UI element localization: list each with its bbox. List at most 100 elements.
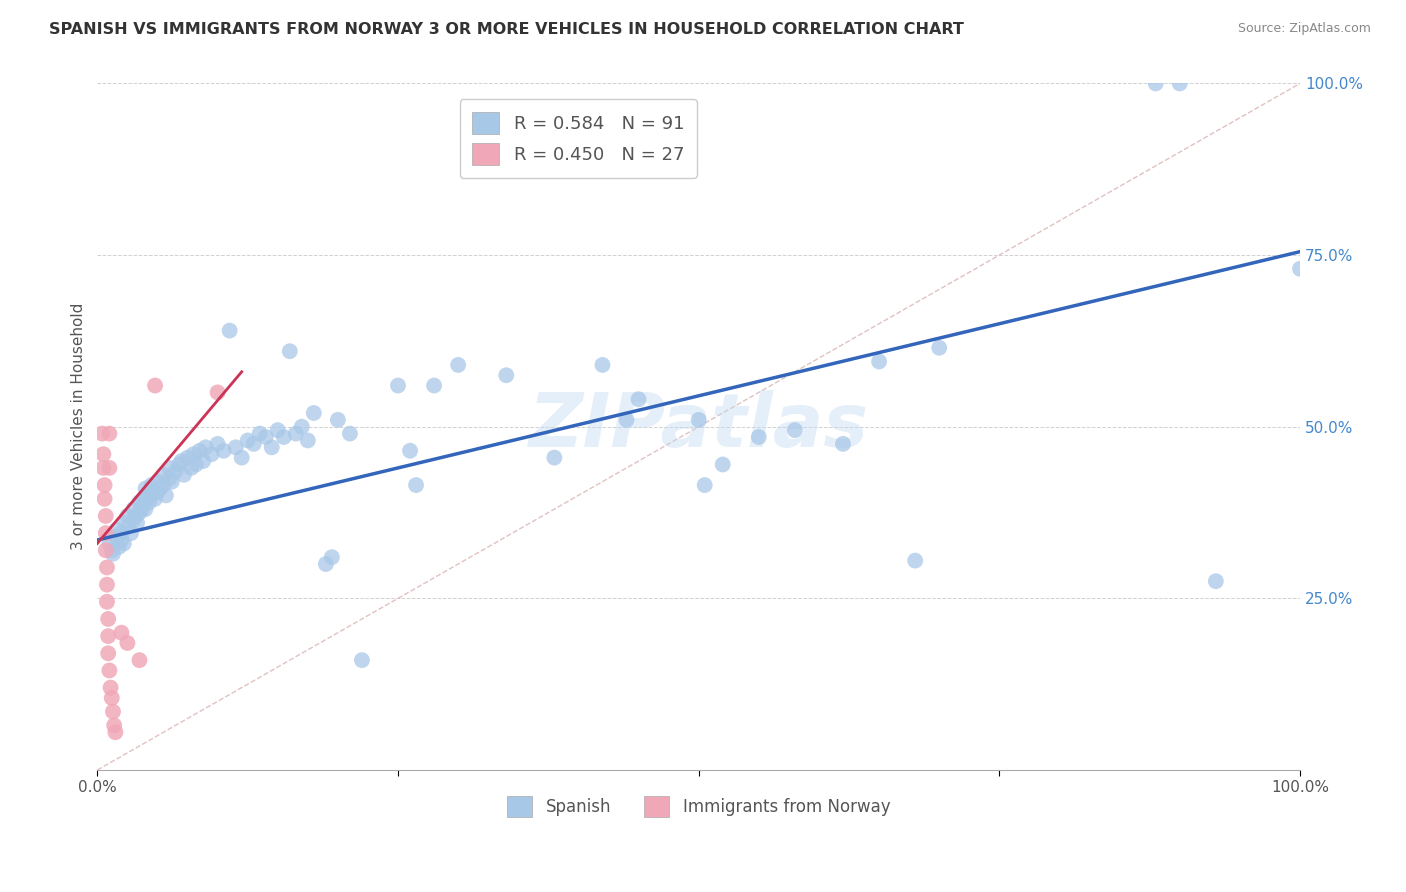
Point — [98, 536, 121, 550]
Point — [128, 495, 150, 509]
Point — [627, 392, 650, 407]
Point — [193, 454, 215, 468]
Point — [101, 690, 124, 705]
Point — [405, 478, 427, 492]
Point — [212, 443, 235, 458]
Point — [100, 681, 122, 695]
Point — [249, 426, 271, 441]
Point — [93, 491, 115, 506]
Point — [98, 426, 121, 441]
Point — [134, 482, 156, 496]
Legend: Spanish, Immigrants from Norway: Spanish, Immigrants from Norway — [501, 789, 897, 823]
Point — [254, 430, 277, 444]
Point — [207, 437, 229, 451]
Point — [112, 536, 135, 550]
Point — [693, 478, 716, 492]
Point — [180, 461, 202, 475]
Point — [832, 437, 855, 451]
Point — [447, 358, 470, 372]
Point — [260, 440, 283, 454]
Point — [167, 458, 190, 472]
Point — [132, 491, 155, 506]
Point — [128, 506, 150, 520]
Point — [143, 378, 166, 392]
Point — [98, 664, 121, 678]
Point — [105, 523, 128, 537]
Text: Source: ZipAtlas.com: Source: ZipAtlas.com — [1237, 22, 1371, 36]
Point — [141, 478, 163, 492]
Point — [117, 636, 139, 650]
Point — [146, 485, 169, 500]
Point — [146, 475, 169, 489]
Point — [94, 508, 117, 523]
Point — [201, 447, 224, 461]
Point — [138, 495, 160, 509]
Point — [122, 512, 145, 526]
Point — [97, 646, 120, 660]
Point — [152, 467, 174, 482]
Point — [114, 516, 136, 530]
Point — [94, 543, 117, 558]
Point — [110, 526, 132, 541]
Point — [104, 530, 127, 544]
Text: SPANISH VS IMMIGRANTS FROM NORWAY 3 OR MORE VEHICLES IN HOUSEHOLD CORRELATION CH: SPANISH VS IMMIGRANTS FROM NORWAY 3 OR M… — [49, 22, 965, 37]
Point — [96, 577, 118, 591]
Point — [1144, 77, 1167, 91]
Point — [101, 705, 124, 719]
Point — [173, 467, 195, 482]
Point — [231, 450, 253, 465]
Point — [302, 406, 325, 420]
Point — [97, 629, 120, 643]
Point — [1205, 574, 1227, 589]
Point — [592, 358, 614, 372]
Point — [184, 458, 207, 472]
Point — [748, 430, 770, 444]
Point — [101, 543, 124, 558]
Point — [399, 443, 422, 458]
Point — [160, 475, 183, 489]
Point — [125, 516, 148, 530]
Point — [93, 461, 115, 475]
Point — [149, 482, 172, 496]
Point — [159, 471, 181, 485]
Point — [101, 547, 124, 561]
Point — [284, 426, 307, 441]
Point — [387, 378, 409, 392]
Point — [170, 454, 193, 468]
Point — [183, 447, 205, 461]
Point — [218, 324, 240, 338]
Point — [128, 653, 150, 667]
Point — [350, 653, 373, 667]
Point — [321, 550, 343, 565]
Point — [159, 461, 181, 475]
Point — [236, 434, 259, 448]
Point — [152, 478, 174, 492]
Point — [423, 378, 446, 392]
Point — [616, 413, 638, 427]
Point — [688, 413, 710, 427]
Point — [91, 426, 114, 441]
Point — [94, 526, 117, 541]
Point — [131, 502, 153, 516]
Point — [928, 341, 950, 355]
Y-axis label: 3 or more Vehicles in Household: 3 or more Vehicles in Household — [72, 303, 86, 550]
Point — [543, 450, 565, 465]
Point — [134, 502, 156, 516]
Point — [339, 426, 361, 441]
Point — [98, 461, 121, 475]
Text: ZIPatlas: ZIPatlas — [529, 390, 869, 463]
Point — [103, 718, 125, 732]
Point — [122, 502, 145, 516]
Point — [96, 560, 118, 574]
Point — [110, 625, 132, 640]
Point — [1168, 77, 1191, 91]
Point — [904, 553, 927, 567]
Point — [165, 464, 187, 478]
Point — [868, 354, 890, 368]
Point — [143, 491, 166, 506]
Point — [225, 440, 247, 454]
Point — [326, 413, 349, 427]
Point — [176, 450, 198, 465]
Point — [141, 488, 163, 502]
Point — [188, 443, 211, 458]
